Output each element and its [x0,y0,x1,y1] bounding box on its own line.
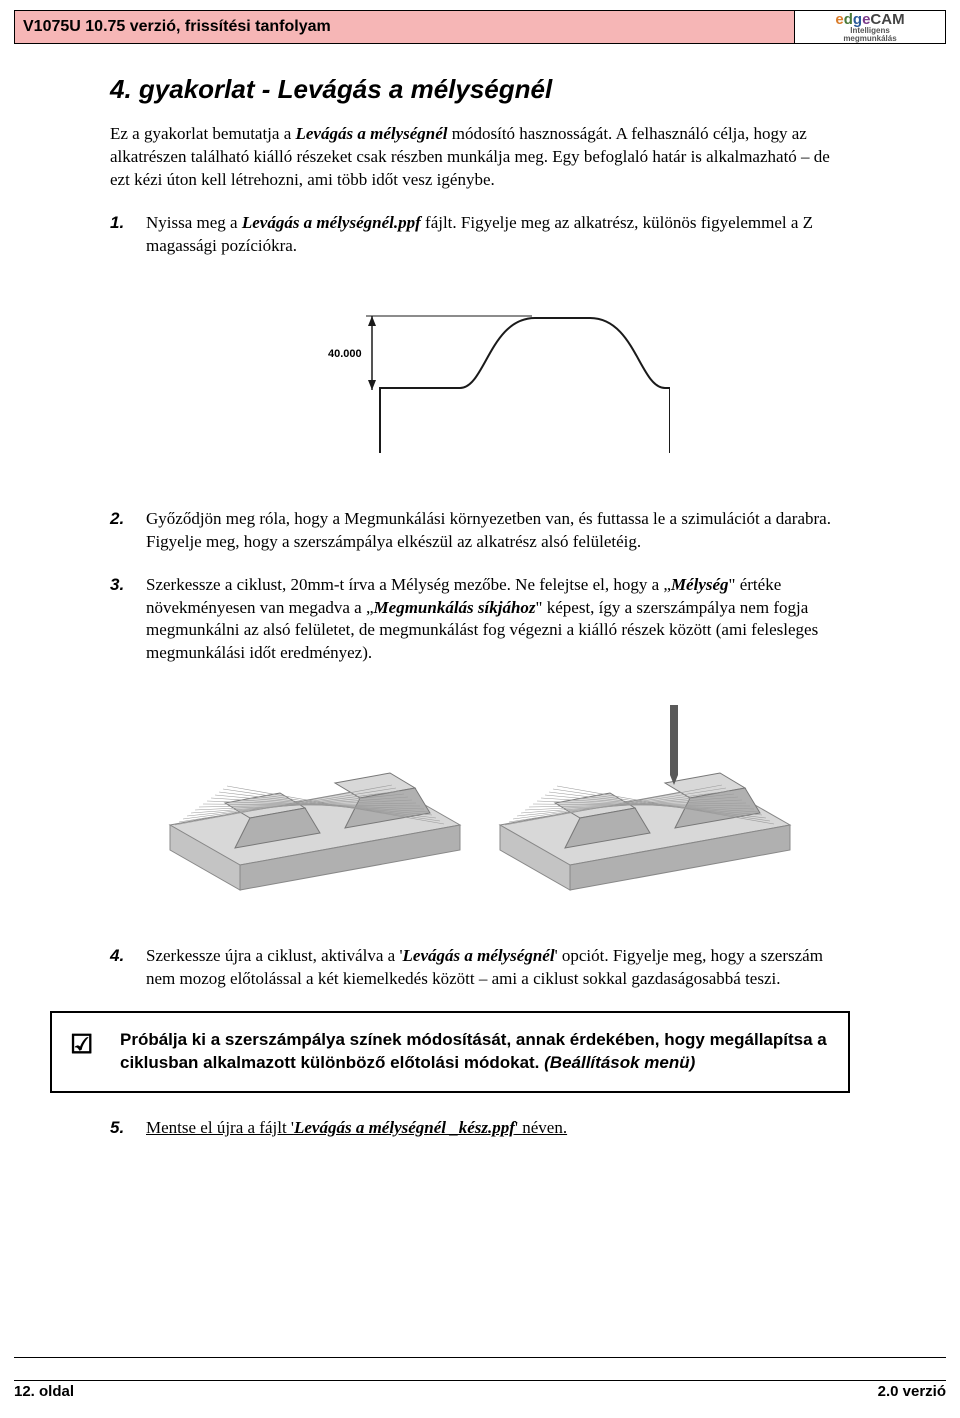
page-header: V1075U 10.75 verzió, frissítési tanfolya… [14,10,946,44]
tip-text: Próbálja ki a szerszámpálya színek módos… [120,1029,830,1075]
figure-1-profile: 40.000 [290,278,670,468]
logo-edgecam: edgeCAM [835,12,904,27]
page-footer: 12. oldal 2.0 verzió [14,1380,946,1400]
footer-left: 12. oldal [14,1383,74,1400]
figure-2-3d [160,685,800,895]
bottom-rule [14,1357,946,1358]
step-3-text: Szerkessze a ciklust, 20mm-t írva a Mély… [146,574,850,666]
intro-paragraph: Ez a gyakorlat bemutatja a Levágás a mél… [110,123,850,192]
step-3-e2: Megmunkálás síkjához [374,598,536,617]
step-1-emph: Levágás a mélységnél.ppf [242,213,421,232]
step-5-text: Mentse el újra a fájlt 'Levágás a mélysé… [146,1117,850,1140]
steps-list-2: 2. Győződjön meg róla, hogy a Megmunkálá… [110,508,850,666]
step-1-p1: Nyissa meg a [146,213,242,232]
footer-right: 2.0 verzió [878,1383,946,1400]
tip-box: ☑ Próbálja ki a szerszámpálya színek mód… [50,1011,850,1093]
step-2: 2. Győződjön meg róla, hogy a Megmunkálá… [110,508,850,554]
steps-list-3: 4. Szerkessze újra a ciklust, aktiválva … [110,945,850,991]
section-title: 4. gyakorlat - Levágás a mélységnél [110,74,850,105]
steps-list: 1. Nyissa meg a Levágás a mélységnél.ppf… [110,212,850,258]
step-3-e1: Mélység [671,575,729,594]
tip-check-icon: ☑ [70,1029,120,1075]
logo-tagline-2: megmunkálás [843,35,896,43]
figure-2-wrap [110,685,850,895]
intro-emph: Levágás a mélységnél [296,124,448,143]
step-3-num: 3. [110,574,146,666]
step-5-p1: Mentse el újra a fájlt ' [146,1118,294,1137]
steps-list-4: 5. Mentse el újra a fájlt 'Levágás a mél… [110,1117,850,1140]
step-5-num: 5. [110,1117,146,1140]
step-4-text: Szerkessze újra a ciklust, aktiválva a '… [146,945,850,991]
intro-pre: Ez a gyakorlat bemutatja a [110,124,296,143]
step-4-num: 4. [110,945,146,991]
header-logo: edgeCAM Intelligens megmunkálás [795,11,945,43]
figure-1-wrap: 40.000 [110,278,850,468]
step-2-text: Győződjön meg róla, hogy a Megmunkálási … [146,508,850,554]
step-5: 5. Mentse el újra a fájlt 'Levágás a mél… [110,1117,850,1140]
tip-paren: (Beállítások menü) [544,1053,695,1072]
step-4: 4. Szerkessze újra a ciklust, aktiválva … [110,945,850,991]
step-3: 3. Szerkessze a ciklust, 20mm-t írva a M… [110,574,850,666]
step-4-p1: Szerkessze újra a ciklust, aktiválva a ' [146,946,403,965]
step-1-num: 1. [110,212,146,258]
step-1-text: Nyissa meg a Levágás a mélységnél.ppf fá… [146,212,850,258]
page-content: 4. gyakorlat - Levágás a mélységnél Ez a… [0,74,960,1140]
step-1: 1. Nyissa meg a Levágás a mélységnél.ppf… [110,212,850,258]
step-5-e1: Levágás a mélységnél _kész.ppf [294,1118,515,1137]
tip-main: Próbálja ki a szerszámpálya színek módos… [120,1030,827,1072]
step-4-e1: Levágás a mélységnél [403,946,555,965]
step-5-p2: ' néven. [515,1118,567,1137]
header-title: V1075U 10.75 verzió, frissítési tanfolya… [23,18,331,36]
step-3-p1: Szerkessze a ciklust, 20mm-t írva a Mély… [146,575,671,594]
svg-text:40.000: 40.000 [328,348,362,360]
step-2-num: 2. [110,508,146,554]
header-title-bar: V1075U 10.75 verzió, frissítési tanfolya… [15,11,795,43]
